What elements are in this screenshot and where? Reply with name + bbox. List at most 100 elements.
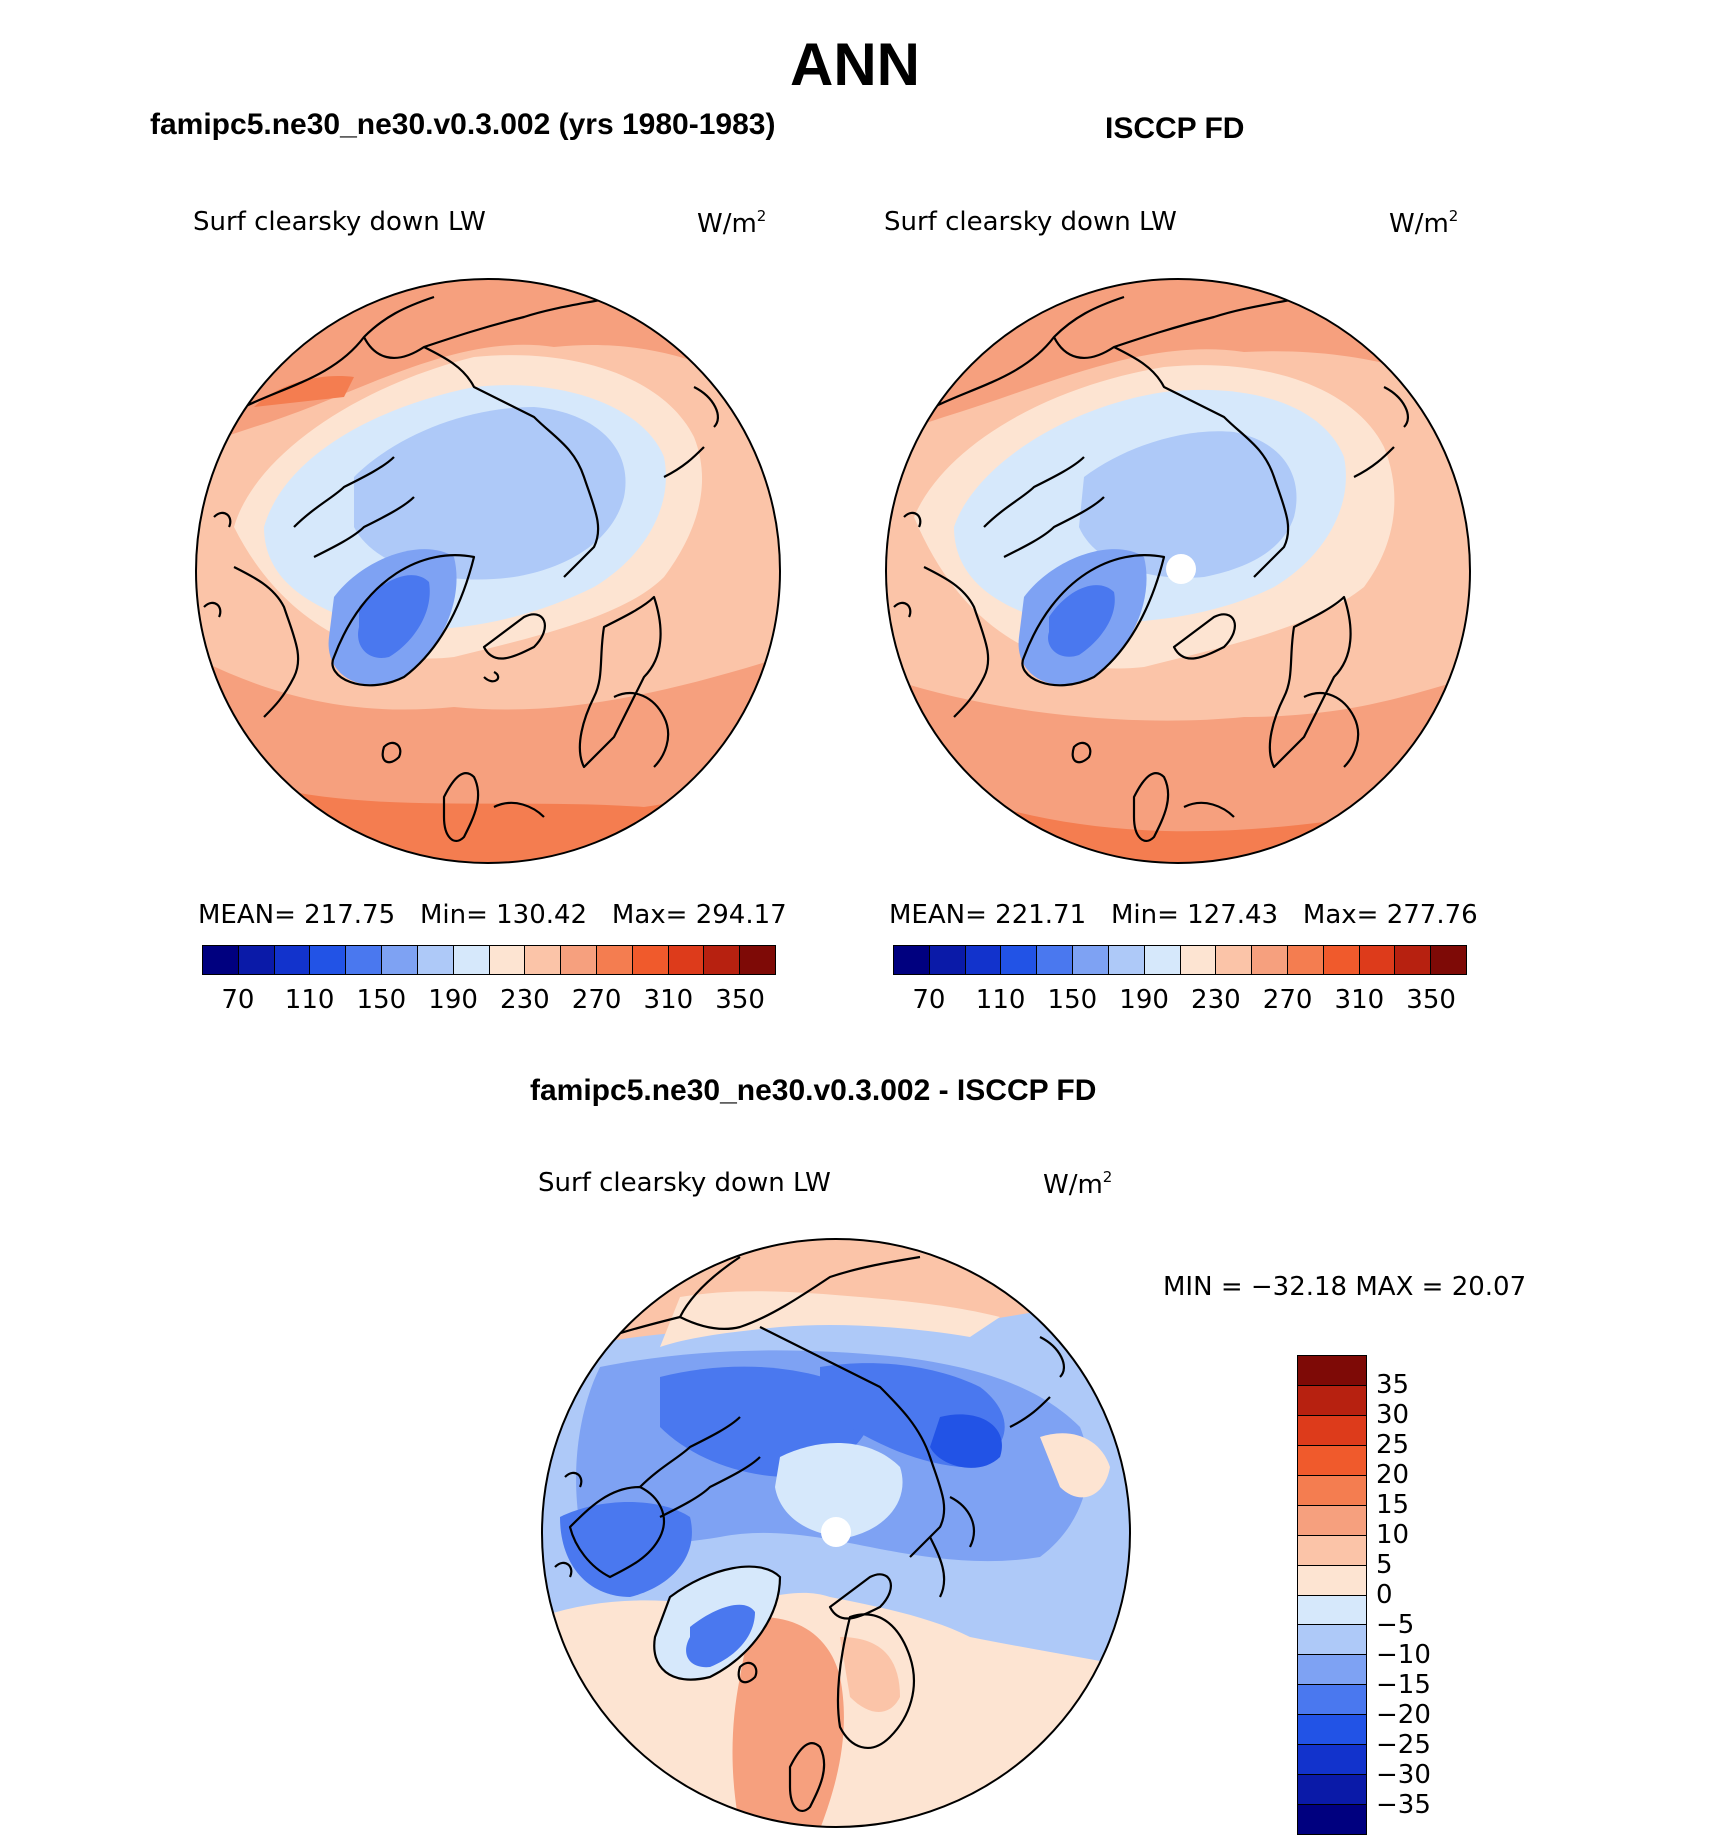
colorbar-swatch (894, 946, 930, 974)
colorbar-tick-label: 270 (1262, 985, 1313, 1015)
colorbar-tick-label: 70 (912, 985, 946, 1015)
colorbar-swatch (965, 946, 1002, 974)
colorbar-swatch (1073, 946, 1109, 974)
colorbar-swatch (1298, 1415, 1366, 1446)
colorbar-swatch (310, 946, 347, 974)
colorbar-tick-label: 150 (356, 985, 407, 1015)
colorbar-swatch (632, 946, 669, 974)
obs-map-border (885, 278, 1471, 864)
colorbar-swatch (1298, 1715, 1366, 1746)
colorbar-swatch (489, 946, 526, 974)
diff-panel-title: famipc5.ne30_ne30.v0.3.002 - ISCCP FD (530, 1074, 1097, 1107)
colorbar-swatch (525, 946, 562, 974)
model-coastlines (203, 295, 720, 842)
colorbar-swatch (1180, 946, 1217, 974)
colorbar-swatch (1298, 1445, 1366, 1476)
colorbar-swatch (1431, 946, 1466, 974)
obs-stats: MEAN= 221.71 Min= 127.43 Max= 277.76 (889, 900, 1478, 930)
obs-field-greenland-core (1048, 585, 1115, 657)
diff-field-greenland-sea (732, 1617, 844, 1827)
obs-max-value: 277.76 (1386, 900, 1478, 930)
model-field-kamchatka (254, 376, 354, 407)
colorbar-swatch (1298, 1655, 1366, 1686)
main-title: ANN (790, 31, 920, 98)
colorbar-swatch (1252, 946, 1288, 974)
obs-mean-value: 221.71 (995, 900, 1087, 930)
diff-polar-map (541, 1238, 1131, 1828)
colorbar-tick-label: 35 (1376, 1370, 1410, 1400)
colorbar-tick-label: 310 (1334, 985, 1385, 1015)
colorbar-swatch (1298, 1685, 1366, 1716)
obs-field-arctic-core (1079, 431, 1297, 578)
colorbar-swatch (274, 946, 311, 974)
model-max-value: 294.17 (695, 900, 787, 930)
colorbar-tick-label: 310 (643, 985, 694, 1015)
diff-coastlines (554, 1255, 1066, 1812)
colorbar-swatch (561, 946, 597, 974)
colorbar-tick-label: 110 (975, 985, 1026, 1015)
obs-missing-pole (1166, 554, 1196, 584)
colorbar-swatch (203, 946, 239, 974)
colorbar-tick-label: 5 (1376, 1550, 1393, 1580)
obs-colorbar (893, 945, 1467, 975)
colorbar-swatch (1298, 1535, 1366, 1566)
obs-variable-label: Surf clearsky down LW (884, 207, 1177, 237)
colorbar-tick-label: 110 (284, 985, 335, 1015)
diff-field-siberia-edge (660, 1291, 1000, 1347)
colorbar-swatch (1216, 946, 1253, 974)
colorbar-tick-label: −5 (1376, 1610, 1415, 1640)
colorbar-swatch (1298, 1565, 1366, 1596)
diff-colorbar (1297, 1355, 1367, 1835)
colorbar-swatch (1298, 1505, 1366, 1536)
diff-field-norway (840, 1637, 900, 1712)
colorbar-tick-label: −20 (1376, 1700, 1431, 1730)
colorbar-swatch (704, 946, 741, 974)
diff-stats: MIN = −32.18 MAX = 20.07 (1163, 1272, 1527, 1302)
colorbar-swatch (453, 946, 490, 974)
colorbar-swatch (1298, 1625, 1366, 1656)
obs-colorbar-ticks: 70 110 150 190 230 270 310 350 (893, 985, 1467, 1015)
colorbar-tick-label: 190 (428, 985, 478, 1015)
colorbar-tick-label: 270 (571, 985, 622, 1015)
colorbar-tick-label: 10 (1376, 1520, 1410, 1550)
model-variable-label: Surf clearsky down LW (193, 207, 486, 237)
colorbar-tick-label: 0 (1376, 1580, 1393, 1610)
diff-variable-label: Surf clearsky down LW (538, 1168, 831, 1198)
diff-field-pole (775, 1443, 903, 1537)
colorbar-swatch (417, 946, 454, 974)
colorbar-tick-label: 350 (715, 985, 765, 1015)
colorbar-swatch (1037, 946, 1074, 974)
colorbar-tick-label: 230 (500, 985, 550, 1015)
diff-units-label: W/m2 (1043, 1168, 1113, 1200)
colorbar-swatch (1108, 946, 1145, 974)
diff-field-canada-peak (930, 1414, 1002, 1468)
colorbar-swatch (1298, 1595, 1366, 1626)
colorbar-swatch (1359, 946, 1396, 974)
model-polar-map (195, 278, 781, 864)
colorbar-swatch (1395, 946, 1432, 974)
diff-colorbar-ticks: 35 30 25 20 15 10 5 0 −5 −10 −15 −20 −25 −30 −35 (1376, 1355, 1456, 1835)
colorbar-tick-label: 15 (1376, 1490, 1410, 1520)
model-panel-title: famipc5.ne30_ne30.v0.3.002 (yrs 1980-198… (150, 108, 776, 141)
colorbar-swatch (740, 946, 775, 974)
colorbar-tick-label: 20 (1376, 1460, 1410, 1490)
colorbar-swatch (1298, 1385, 1366, 1416)
colorbar-tick-label: 190 (1119, 985, 1169, 1015)
model-field-arctic-core (354, 407, 626, 580)
colorbar-swatch (668, 946, 705, 974)
colorbar-swatch (1298, 1475, 1366, 1506)
model-map-border (195, 278, 781, 864)
colorbar-tick-label: 350 (1406, 985, 1456, 1015)
colorbar-swatch (1144, 946, 1181, 974)
model-stats: MEAN= 217.75 Min= 130.42 Max= 294.17 (198, 900, 787, 930)
colorbar-tick-label: 230 (1191, 985, 1241, 1015)
colorbar-tick-label: 150 (1047, 985, 1098, 1015)
colorbar-tick-label: −30 (1376, 1760, 1431, 1790)
colorbar-tick-label: −35 (1376, 1790, 1431, 1820)
colorbar-swatch (596, 946, 633, 974)
colorbar-swatch (1298, 1805, 1366, 1834)
colorbar-tick-label: 25 (1376, 1430, 1410, 1460)
colorbar-swatch (382, 946, 418, 974)
diff-field-greenland-core (686, 1604, 755, 1668)
colorbar-swatch (1001, 946, 1038, 974)
